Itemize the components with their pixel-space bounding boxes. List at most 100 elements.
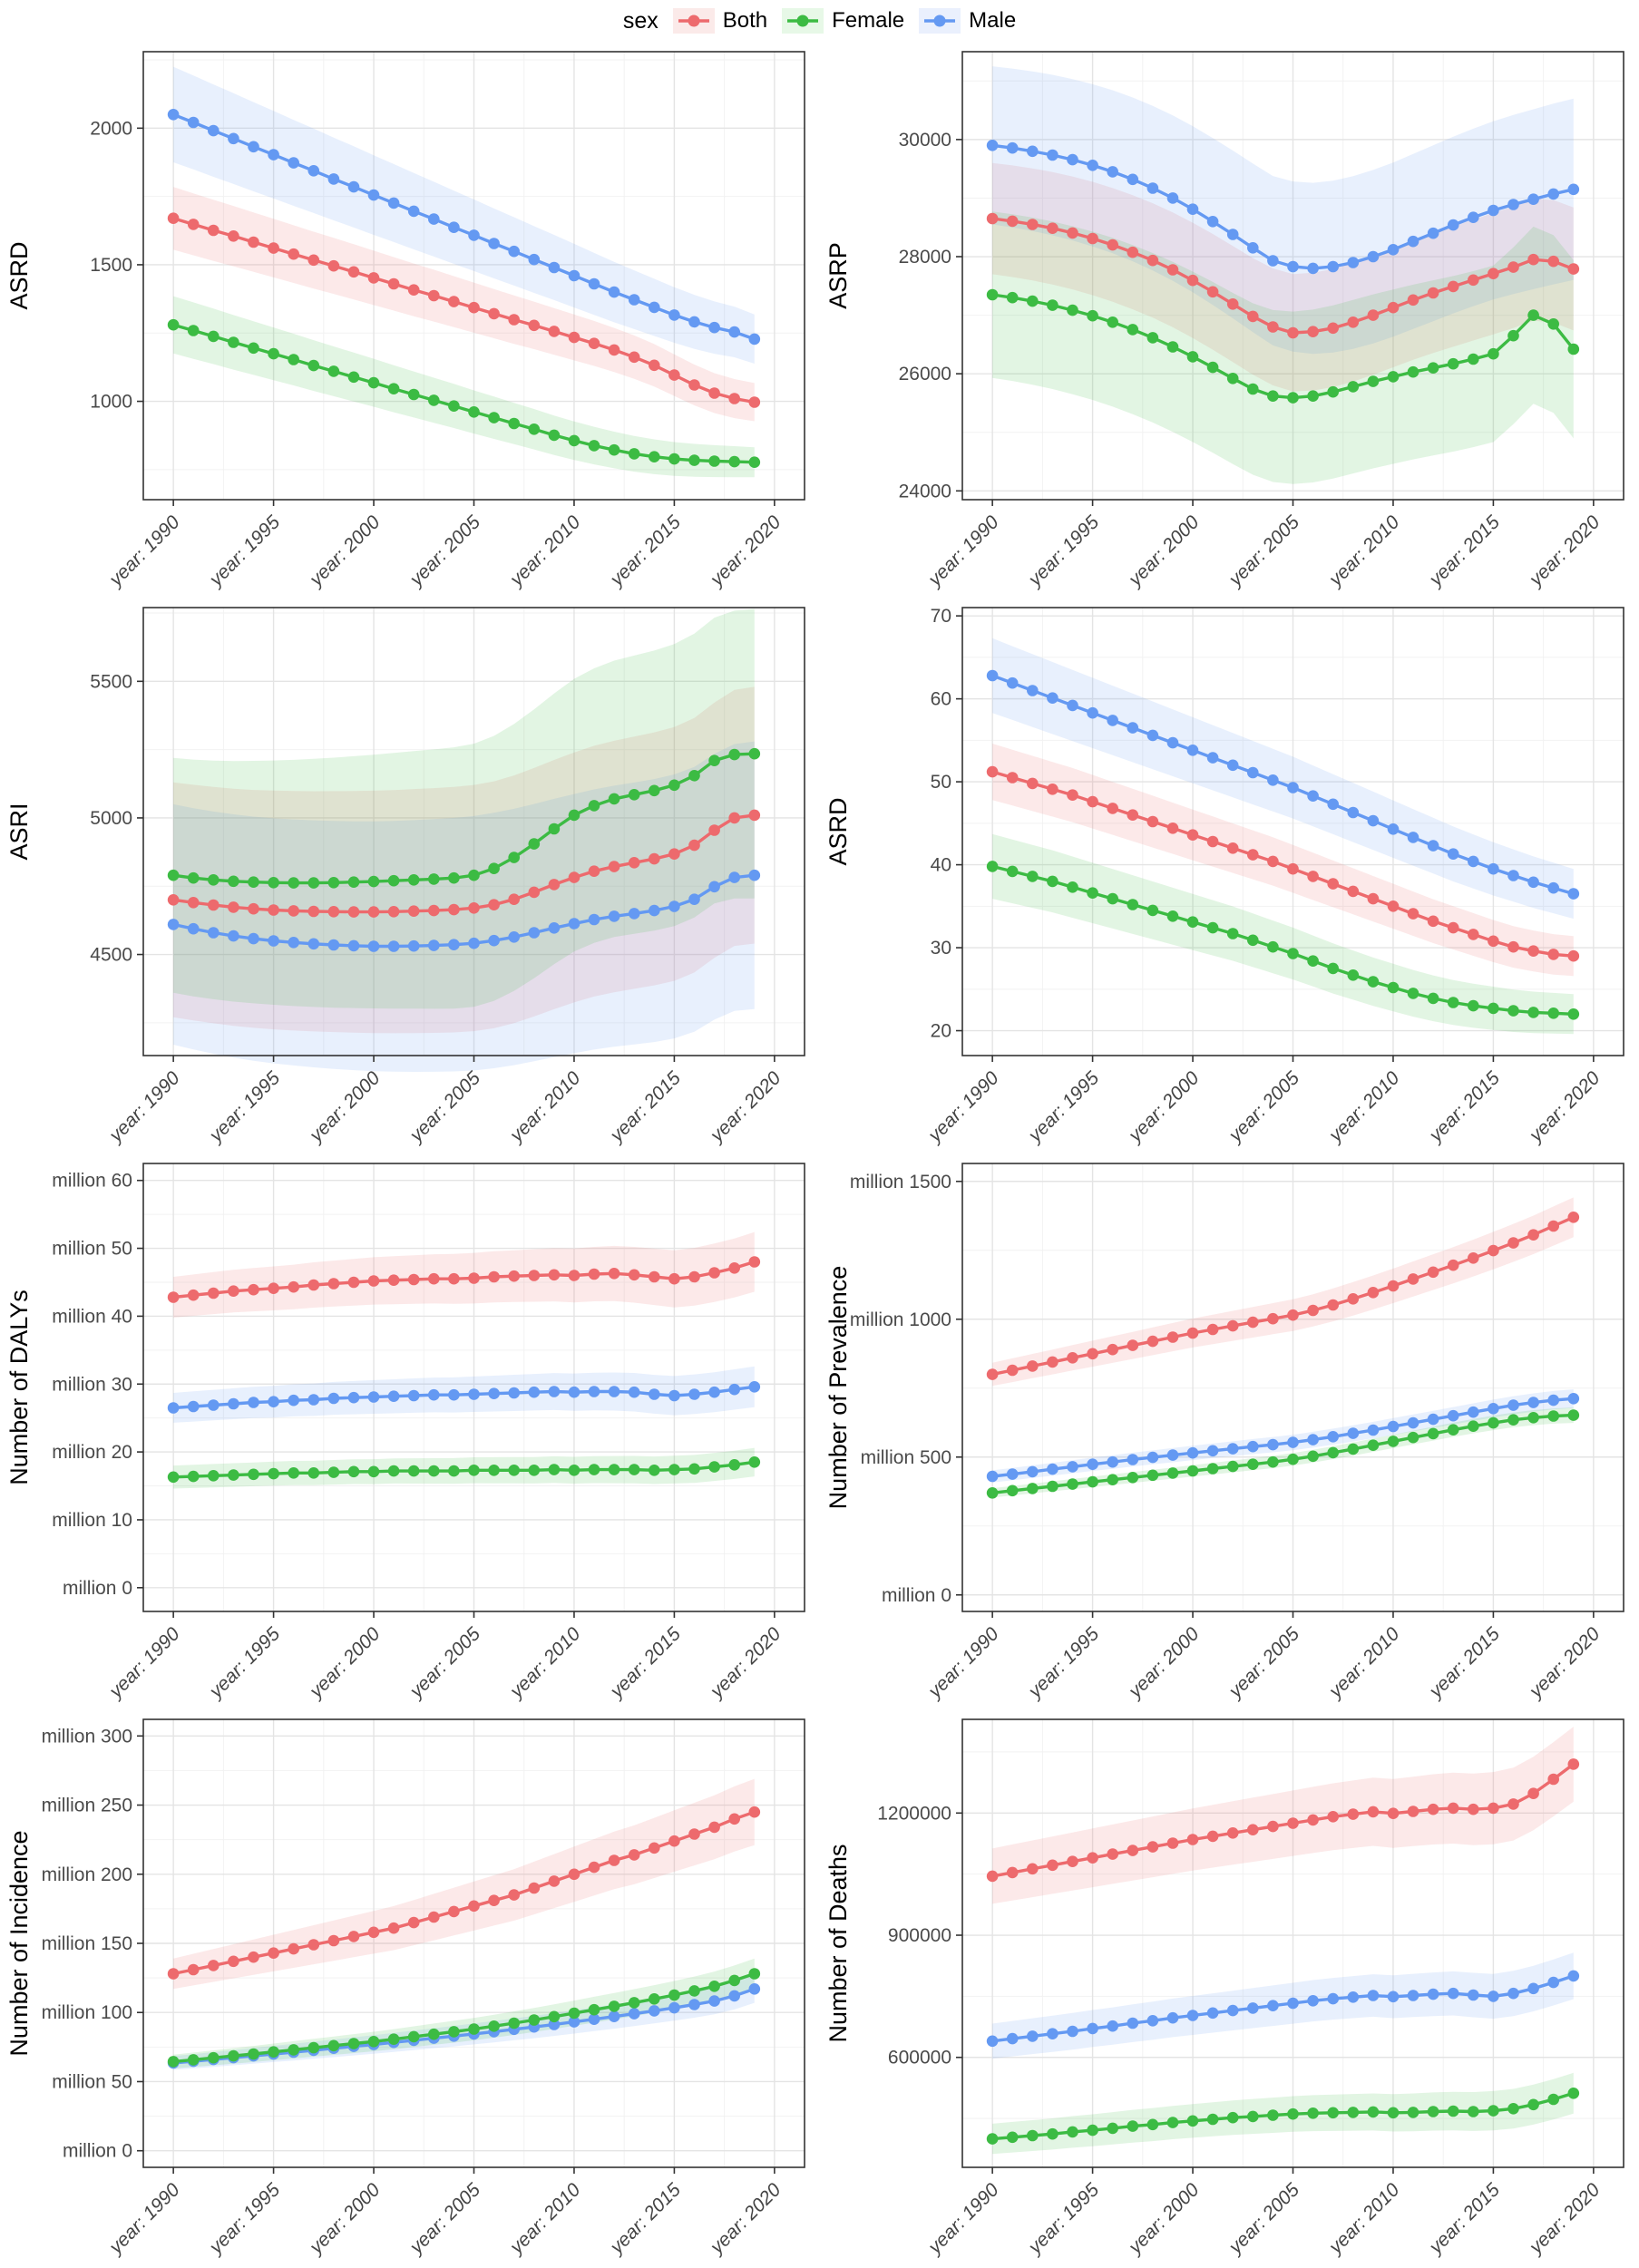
data-point [1006,2131,1019,2144]
data-point [1327,1446,1339,1459]
x-tick-label: year: 2005 [405,1067,484,1147]
data-point [588,337,600,350]
data-point [1488,2105,1499,2117]
data-point [347,939,360,952]
data-point [1407,294,1419,307]
x-tick-label: year: 2005 [1224,2179,1303,2259]
data-point [1107,1474,1118,1485]
data-point [728,1459,740,1471]
data-point [1047,875,1059,888]
data-point [367,376,380,389]
data-point [508,314,520,326]
data-point [1307,262,1319,275]
data-point [1407,235,1419,248]
data-point [208,1470,220,1482]
data-point [688,770,700,782]
data-point [307,1467,320,1479]
data-point [548,879,561,891]
data-point [1567,1970,1580,1982]
data-point [568,2007,580,2020]
y-axis-title: Number of DALYs [5,1290,33,1485]
chart-asrp: 24000 26000 28000 30000 year: 1990 year: 1995… [824,51,1624,591]
x-axis: year: 1990 year: 1995 year: 2000 year: 2005… [923,1056,1605,1147]
y-tick-label: 40 [931,855,951,876]
data-point [628,1386,640,1398]
data-point [508,417,520,430]
data-point [588,277,600,290]
data-point [208,2051,220,2064]
data-point [248,2048,259,2060]
data-point [608,286,620,298]
y-tick-label: 1500 [90,255,132,276]
data-point [367,1275,380,1287]
data-point [628,294,640,306]
data-point [248,902,259,915]
data-point [1267,1455,1279,1468]
data-point [1547,1410,1559,1422]
data-point [1468,1406,1479,1418]
ribbon-female [173,1958,755,2068]
data-point [568,809,580,822]
data-point [1186,1446,1199,1459]
data-point [1567,1409,1580,1421]
data-point [288,157,300,169]
points-male [167,109,761,346]
x-tick-label: year: 2005 [405,511,484,591]
data-point [1367,2106,1380,2118]
x-tick-label: year: 2010 [1324,511,1404,591]
y-axis-title: ASRD [824,797,852,865]
data-point [1547,2093,1559,2106]
data-point [1488,935,1499,948]
ribbon-female [992,833,1574,1035]
y-axis: 24000 26000 28000 30000 [899,130,962,501]
data-point [668,1989,680,2001]
chart-prevalence: million 0 million 500 million 1000 million … [824,1163,1624,1703]
data-point [1327,798,1339,811]
data-point [1146,1469,1159,1482]
data-point [1327,1299,1339,1311]
data-point [628,351,640,364]
x-axis: year: 1990 year: 1995 year: 2000 year: 2005… [104,1611,785,1703]
x-tick-label: year: 2010 [505,1623,585,1703]
data-point [327,173,340,185]
points-male [986,140,1580,275]
data-point [1547,949,1559,960]
data-point [1387,1280,1400,1292]
x-tick-label: year: 2010 [505,511,585,591]
data-point [528,2014,541,2026]
data-point [1247,2110,1259,2123]
legend-key-male-icon [919,8,961,34]
data-point [986,288,999,301]
data-point [588,1464,600,1475]
data-point [347,1931,360,1942]
data-point [1407,365,1419,378]
ribbon-male [992,638,1574,920]
data-point [1468,999,1479,1012]
data-point [187,219,200,230]
ribbon-female [992,211,1574,484]
y-tick-label: 24000 [899,481,951,501]
data-point [1247,849,1259,861]
data-point [708,824,720,836]
y-tick-label: 4500 [90,945,132,966]
data-point [428,1465,440,1477]
data-point [1287,2107,1299,2120]
data-point [1146,904,1159,917]
data-point [167,1471,180,1484]
data-point [1146,1841,1159,1853]
data-point [1367,976,1380,988]
data-point [468,1900,480,1913]
data-point [208,124,220,137]
data-point [468,301,480,314]
data-point [248,932,259,945]
data-point [1006,1484,1019,1497]
y-axis: million 0 million 50 million 100 million 15… [42,1726,143,2162]
data-point [708,321,720,334]
data-point [568,2016,580,2028]
data-point [488,899,500,910]
data-point [1527,945,1539,957]
data-point [1087,1852,1098,1864]
data-point [1507,870,1519,881]
x-axis: year: 1990 year: 1995 year: 2000 year: 2005… [104,2167,785,2259]
points-both [986,1212,1580,1380]
